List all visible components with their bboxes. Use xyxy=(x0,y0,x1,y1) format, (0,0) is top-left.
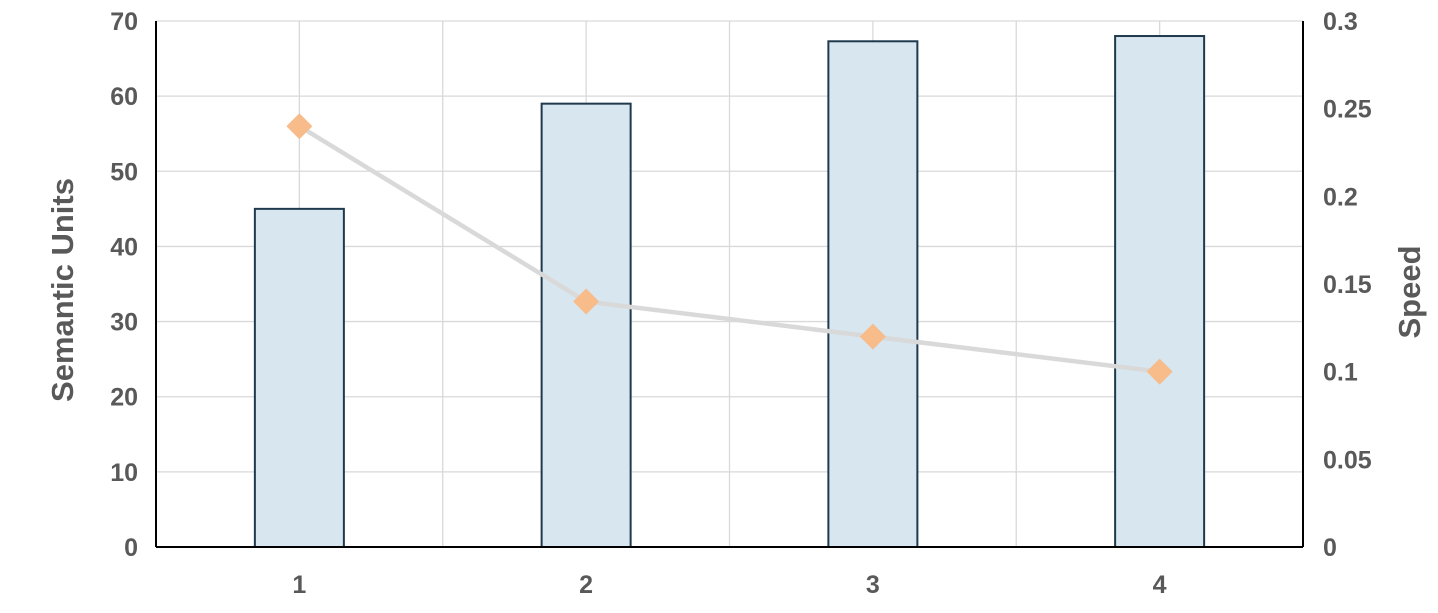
y-tick-label: 0 xyxy=(124,534,138,562)
y2-tick-label: 0.05 xyxy=(1323,446,1372,474)
diamond-marker xyxy=(286,113,313,140)
diamond-marker xyxy=(573,288,600,315)
y-tick-label: 40 xyxy=(110,233,138,261)
y-axis-title: Semantic Units xyxy=(45,178,80,402)
x-tick-label: 4 xyxy=(1153,571,1167,599)
speed-line xyxy=(298,124,1160,374)
diamond-marker xyxy=(859,323,886,350)
x-tick-label: 1 xyxy=(292,571,306,599)
y-tick-label: 30 xyxy=(110,309,138,337)
y2-tick-label: 0 xyxy=(1323,534,1337,562)
y2-axis-title: Speed xyxy=(1392,245,1427,338)
y-tick-label: 10 xyxy=(110,459,138,487)
bar xyxy=(1114,35,1206,549)
x-tick-label: 2 xyxy=(579,571,593,599)
y-tick-label: 70 xyxy=(110,8,138,36)
y2-tick-label: 0.2 xyxy=(1323,183,1358,211)
y2-tick-label: 0.25 xyxy=(1323,96,1372,124)
x-tick-label: 3 xyxy=(866,571,880,599)
axes xyxy=(155,21,1304,548)
bar xyxy=(253,207,345,548)
bar-series xyxy=(253,35,1206,549)
y-tick-label: 50 xyxy=(110,158,138,186)
y2-tick-label: 0.1 xyxy=(1323,359,1358,387)
y-tick-label: 60 xyxy=(110,83,138,111)
y2-tick-label: 0.15 xyxy=(1323,271,1372,299)
tick-labels: 0 10 20 30 40 50 60 70 0 0.05 0.1 0.15 0.2 0.25 0.3 1 2 3… xyxy=(110,8,1372,599)
diamond-marker xyxy=(1146,358,1173,385)
y-tick-label: 20 xyxy=(110,384,138,412)
line-series xyxy=(286,113,1173,385)
y2-tick-label: 0.3 xyxy=(1323,8,1358,36)
bar xyxy=(540,102,632,549)
bar xyxy=(827,40,919,548)
